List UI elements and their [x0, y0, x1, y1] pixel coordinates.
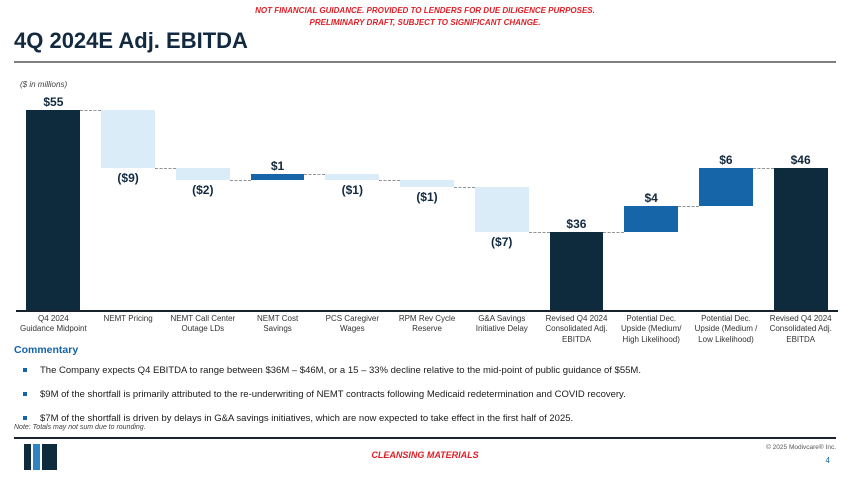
- company-logo-icon: [24, 444, 57, 470]
- axis-category-label-10: Potential Dec. Upside (Medium / Low Like…: [694, 314, 758, 344]
- connector-2: [154, 167, 176, 169]
- axis-category-label-7: G&A Savings Initiative Delay: [475, 314, 528, 334]
- commentary-section: Commentary The Company expects Q4 EBITDA…: [14, 344, 836, 437]
- x-axis-labels: Q4 2024 Guidance Midpoint NEMT Pricing NEM…: [16, 314, 838, 345]
- bar-value-label-4: $1: [270, 159, 285, 173]
- connector-4: [304, 174, 326, 175]
- bar-value-label-7: ($7): [491, 234, 513, 249]
- commentary-bullet-2: $9M of the shortfall is primarily attrib…: [14, 389, 836, 400]
- waterfall-bar-3: [175, 167, 230, 181]
- connector-3: [229, 180, 251, 182]
- axis-category-label-6: RPM Rev Cycle Reserve: [398, 314, 456, 334]
- commentary-list: The Company expects Q4 EBITDA to range b…: [14, 365, 836, 424]
- logo-bar-dark-left: [24, 444, 31, 470]
- waterfall-bar-4: [250, 174, 305, 181]
- bar-value-label-6: ($1): [416, 189, 438, 204]
- waterfall-bar-5: [325, 174, 380, 181]
- logo-bar-blue: [33, 444, 40, 470]
- commentary-bullet-3: $7M of the shortfall is driven by delays…: [14, 413, 836, 424]
- axis-category-label-11: Revised Q4 2024 Consolidated Adj. EBITDA: [769, 314, 832, 344]
- axis-category-label-3: NEMT Call Center Outage LDs: [170, 314, 236, 334]
- footer-divider: [14, 437, 836, 439]
- waterfall-bar-8: [549, 231, 604, 310]
- disclaimer-line-1: NOT FINANCIAL GUIDANCE. PROVIDED TO LEND…: [255, 6, 595, 15]
- waterfall-bar-7: [474, 186, 529, 232]
- cleansing-materials-label: CLEANSING MATERIALS: [371, 450, 479, 460]
- units-note: ($ in millions): [20, 80, 68, 89]
- waterfall-bar-1: [26, 110, 81, 310]
- rounding-note: Note: Totals may not sum due to rounding…: [14, 424, 146, 431]
- bar-value-label-5: ($1): [341, 183, 363, 198]
- axis-category-label-2: NEMT Pricing: [103, 314, 153, 323]
- page-number: 4: [825, 456, 830, 465]
- logo-bar-dark-right: [42, 444, 57, 470]
- waterfall-bar-6: [400, 180, 454, 187]
- axis-category-label-1: Q4 2024 Guidance Midpoint: [20, 314, 87, 334]
- title-divider: [14, 61, 836, 63]
- connector-8: [603, 231, 625, 233]
- connector-1: [80, 110, 102, 111]
- bar-value-label-8: $36: [566, 216, 587, 231]
- waterfall-bar-9: [624, 206, 679, 232]
- axis-category-label-4: NEMT Cost Savings: [256, 314, 299, 334]
- page-title: 4Q 2024E Adj. EBITDA: [14, 28, 248, 53]
- disclaimer: NOT FINANCIAL GUIDANCE. PROVIDED TO LEND…: [0, 5, 850, 29]
- disclaimer-line-2: PRELIMINARY DRAFT, SUBJECT TO SIGNIFICAN…: [309, 18, 541, 27]
- waterfall-bar-11: [773, 167, 828, 310]
- commentary-bullet-1: The Company expects Q4 EBITDA to range b…: [14, 365, 836, 376]
- connector-10: [752, 167, 774, 169]
- bar-value-label-3: ($2): [192, 183, 214, 198]
- axis-category-label-8: Revised Q4 2024 Consolidated Adj. EBITDA: [545, 314, 608, 344]
- waterfall-bar-10: [699, 167, 753, 206]
- copyright: © 2025 Modivcare® Inc.: [766, 444, 836, 451]
- waterfall-chart: $55 ($9) ($2) $1 ($1) ($1) ($7) $36 $4 $6 $46: [16, 70, 838, 312]
- connector-9: [678, 206, 699, 207]
- connector-5: [379, 180, 401, 182]
- connector-6: [453, 186, 475, 188]
- axis-category-label-5: PCS Caregiver Wages: [325, 314, 379, 334]
- bar-value-label-1: $55: [43, 95, 64, 109]
- commentary-heading: Commentary: [14, 344, 79, 356]
- bar-value-label-2: ($9): [117, 170, 139, 185]
- connector-7: [528, 231, 550, 233]
- bar-value-label-9: $4: [644, 191, 658, 205]
- waterfall-bar-2: [101, 110, 155, 168]
- axis-category-label-9: Potential Dec. Upside (Medium/ High Like…: [621, 314, 682, 344]
- bar-value-label-10: $6: [719, 152, 733, 167]
- bar-value-label-11: $46: [790, 152, 811, 167]
